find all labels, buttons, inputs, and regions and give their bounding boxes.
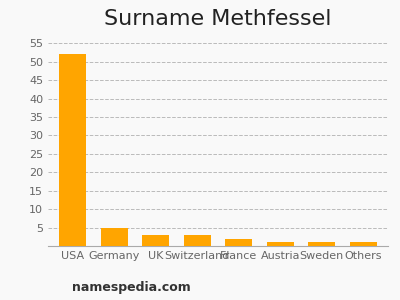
Text: namespedia.com: namespedia.com [72,281,191,294]
Bar [142,235,169,246]
Bar [101,228,128,246]
Bar [184,235,211,246]
Bar [350,242,376,246]
Title: Surname Methfessel: Surname Methfessel [104,9,332,29]
Bar [267,242,294,246]
Bar [60,54,86,246]
Bar [225,238,252,246]
Bar [308,242,335,246]
